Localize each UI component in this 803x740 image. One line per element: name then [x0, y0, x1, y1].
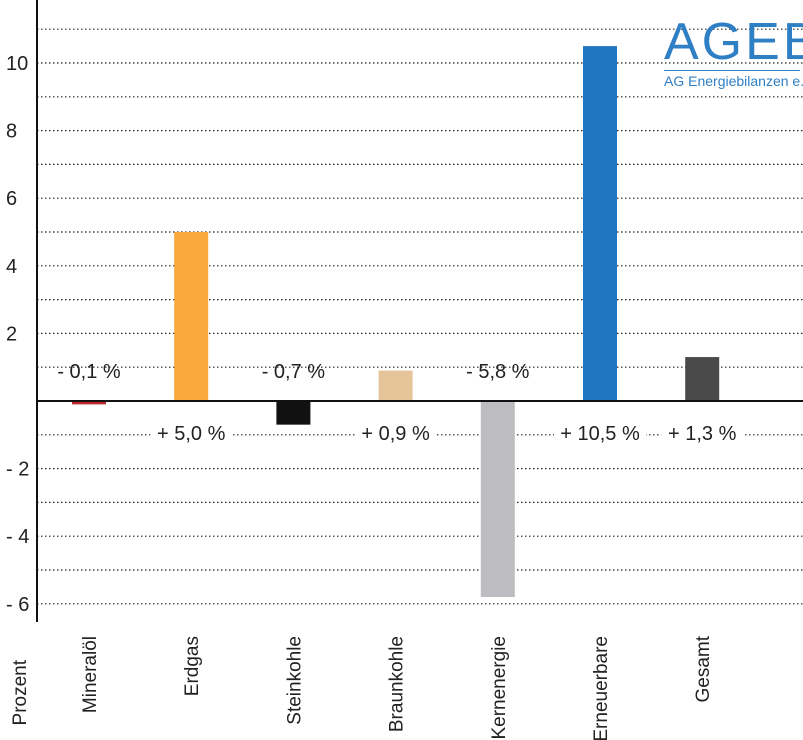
bar-steinkohle [276, 401, 311, 425]
y-tick-label: 10 [6, 53, 28, 75]
bar-braunkohle [378, 370, 413, 401]
data-label-bg [554, 422, 646, 446]
y-axis-label: Prozent [10, 659, 31, 725]
category-label: Kernenergie [489, 636, 510, 740]
category-label: Erdgas [182, 636, 203, 696]
data-label: - 5,8 % [466, 361, 530, 383]
category-label: Steinkohle [284, 636, 305, 725]
category-label: Gesamt [693, 635, 714, 702]
y-tick-label: - 4 [6, 526, 29, 548]
data-label: - 0,1 % [57, 361, 121, 383]
y-tick-label: - 2 [6, 459, 29, 481]
y-tick-label: 4 [6, 256, 17, 278]
y-tick-label: 2 [6, 323, 17, 345]
category-label: Erneuerbare [591, 636, 612, 740]
data-label: + 10,5 % [560, 423, 640, 445]
logo-divider [664, 70, 800, 71]
data-label: + 1,3 % [668, 423, 737, 445]
data-label: - 0,7 % [262, 361, 326, 383]
data-label: + 5,0 % [157, 423, 226, 445]
category-label: Braunkohle [387, 636, 408, 732]
data-label: + 0,9 % [361, 423, 430, 445]
y-tick-label: 6 [6, 188, 17, 210]
data-label-bg [354, 422, 437, 446]
category-label: Mineralöl [80, 636, 101, 713]
ageb-logo: AGEB [664, 13, 803, 71]
y-tick-label: 8 [6, 121, 17, 143]
bar-kernenergie [480, 401, 515, 598]
logo-subtitle: AG Energiebilanzen e.V. [664, 73, 803, 89]
data-label-bg [150, 422, 233, 446]
bar-erneuerbare [583, 46, 617, 401]
y-tick-label: - 6 [6, 594, 29, 616]
data-label-bg [661, 422, 744, 446]
bar-erdgas [174, 232, 209, 401]
bar-gesamt [685, 357, 720, 401]
bar-mineralöl [72, 401, 106, 405]
